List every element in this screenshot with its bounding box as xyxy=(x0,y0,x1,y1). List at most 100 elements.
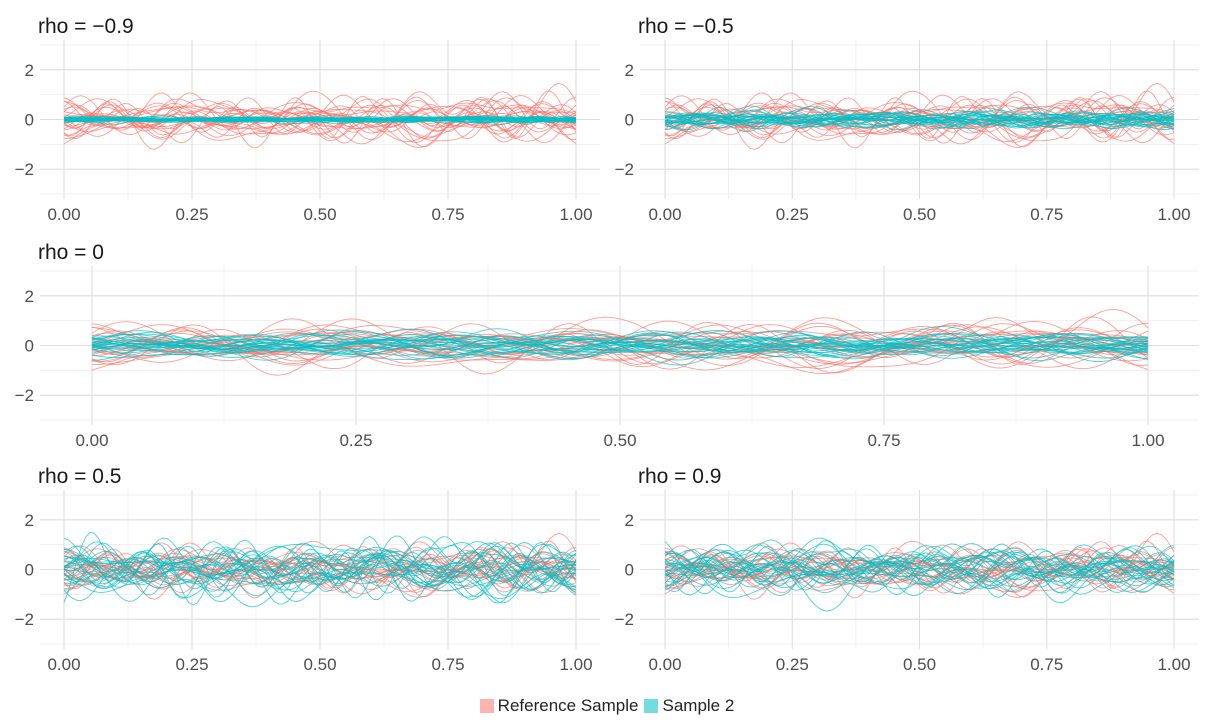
facet-title: rho = −0.5 xyxy=(638,15,734,38)
facet-panel: rho = 0 −2 0 2 0.00 0.25 0.50 0.75 1.00 xyxy=(15,241,1199,450)
y-tick-label: −2 xyxy=(15,610,34,629)
series-sample-2 xyxy=(664,105,1175,133)
sample-2-line xyxy=(63,541,577,596)
sample-2-line xyxy=(664,544,1175,587)
y-tick-label: 0 xyxy=(625,111,634,130)
y-tick-label: −2 xyxy=(15,160,34,179)
y-tick-label: 0 xyxy=(25,111,34,130)
sample-2-line xyxy=(664,112,1175,131)
sample-2-line xyxy=(63,543,577,606)
sample-2-line xyxy=(91,330,1149,357)
y-tick-label: 0 xyxy=(25,561,34,580)
x-tick-label: 0.00 xyxy=(648,205,681,224)
facet-panel: rho = −0.5 −2 0 2 0.00 0.25 0.50 0.75 1.00 xyxy=(615,15,1199,224)
sample-2-line xyxy=(664,556,1175,589)
x-tick-label: 0.75 xyxy=(1030,205,1063,224)
x-tick-label: 1.00 xyxy=(559,655,592,674)
facet-title: rho = 0 xyxy=(38,241,104,264)
x-tick-label: 0.25 xyxy=(339,431,372,450)
y-tick-label: 2 xyxy=(25,511,34,530)
facet-panel: rho = −0.9 −2 0 2 0.00 0.25 0.50 0.75 1.00 xyxy=(15,15,600,224)
x-tick-label: 0.25 xyxy=(175,655,208,674)
sample-2-line xyxy=(63,551,577,604)
reference-sample-line xyxy=(91,316,1149,367)
x-tick-label: 0.50 xyxy=(903,205,936,224)
x-tick-label: 1.00 xyxy=(559,205,592,224)
x-tick-label: 0.25 xyxy=(175,205,208,224)
x-tick-label: 0.00 xyxy=(47,655,80,674)
series-sample-2 xyxy=(91,325,1149,366)
x-tick-label: 0.75 xyxy=(431,655,464,674)
y-tick-label: 2 xyxy=(625,511,634,530)
sample-2-line xyxy=(63,541,577,582)
sample-2-line xyxy=(63,543,577,580)
facet-title: rho = 0.9 xyxy=(638,465,721,488)
sample-2-line xyxy=(91,335,1149,361)
sample-2-line xyxy=(63,545,577,602)
sample-2-line xyxy=(63,535,577,591)
facet-title: rho = −0.9 xyxy=(38,15,134,38)
x-tick-label: 0.00 xyxy=(648,655,681,674)
reference-sample-line xyxy=(91,326,1149,356)
legend-item-sample2: Sample 2 xyxy=(644,696,734,716)
reference-sample-line xyxy=(664,90,1175,140)
sample-2-line xyxy=(63,560,577,590)
faceted-line-chart: rho = −0.9 −2 0 2 0.00 0.25 0.50 0.75 1.00 rho = … xyxy=(15,15,1199,674)
sample-2-line xyxy=(664,555,1175,596)
sample-2-line xyxy=(64,117,577,124)
x-tick-label: 0.75 xyxy=(431,205,464,224)
sample-2-line xyxy=(63,536,577,593)
x-tick-label: 0.50 xyxy=(603,431,636,450)
sample-2-line xyxy=(63,563,577,593)
legend: Reference Sample Sample 2 xyxy=(0,694,1214,718)
series-sample-2 xyxy=(63,115,577,126)
legend-label-sample2: Sample 2 xyxy=(662,696,735,715)
legend-key-sample2 xyxy=(644,699,659,713)
legend-item-reference: Reference Sample xyxy=(479,696,639,716)
x-tick-label: 1.00 xyxy=(1157,205,1190,224)
x-tick-label: 0.50 xyxy=(903,655,936,674)
y-tick-label: 2 xyxy=(25,287,34,306)
y-tick-label: 0 xyxy=(625,561,634,580)
y-tick-label: −2 xyxy=(615,610,634,629)
sample-2-line xyxy=(664,107,1175,124)
sample-2-line xyxy=(63,551,577,599)
sample-2-line xyxy=(91,330,1149,366)
sample-2-line xyxy=(664,551,1175,585)
sample-2-line xyxy=(664,551,1175,612)
sample-2-line xyxy=(91,325,1149,353)
y-tick-label: 2 xyxy=(625,61,634,80)
sample-2-line xyxy=(91,338,1149,362)
x-tick-label: 0.00 xyxy=(75,431,108,450)
legend-label-reference: Reference Sample xyxy=(497,696,639,715)
legend-key-reference xyxy=(479,699,494,713)
reference-sample-line xyxy=(63,90,577,140)
sample-2-line xyxy=(63,117,577,124)
sample-2-line xyxy=(664,539,1175,585)
sample-2-line xyxy=(91,329,1149,356)
reference-sample-line xyxy=(63,90,577,139)
sample-2-line xyxy=(91,338,1149,358)
y-tick-label: −2 xyxy=(615,160,634,179)
x-tick-label: 1.00 xyxy=(1157,655,1190,674)
sample-2-line xyxy=(63,544,577,587)
sample-2-line xyxy=(664,552,1175,604)
reference-sample-line xyxy=(664,90,1175,139)
x-tick-label: 0.75 xyxy=(1030,655,1063,674)
sample-2-line xyxy=(63,536,577,597)
x-tick-label: 0.50 xyxy=(303,655,336,674)
reference-sample-line xyxy=(91,316,1149,366)
x-tick-label: 0.25 xyxy=(776,655,809,674)
sample-2-line xyxy=(664,115,1175,130)
sample-2-line xyxy=(63,552,577,605)
x-tick-label: 1.00 xyxy=(1131,431,1164,450)
y-tick-label: −2 xyxy=(15,386,34,405)
sample-2-line xyxy=(664,537,1175,593)
reference-sample-line xyxy=(664,540,1175,589)
sample-2-line xyxy=(63,115,577,124)
reference-sample-line xyxy=(664,106,1175,149)
y-tick-label: 2 xyxy=(25,61,34,80)
reference-sample-line xyxy=(63,105,577,148)
reference-sample-line xyxy=(664,558,1175,595)
reference-sample-line xyxy=(63,100,577,130)
